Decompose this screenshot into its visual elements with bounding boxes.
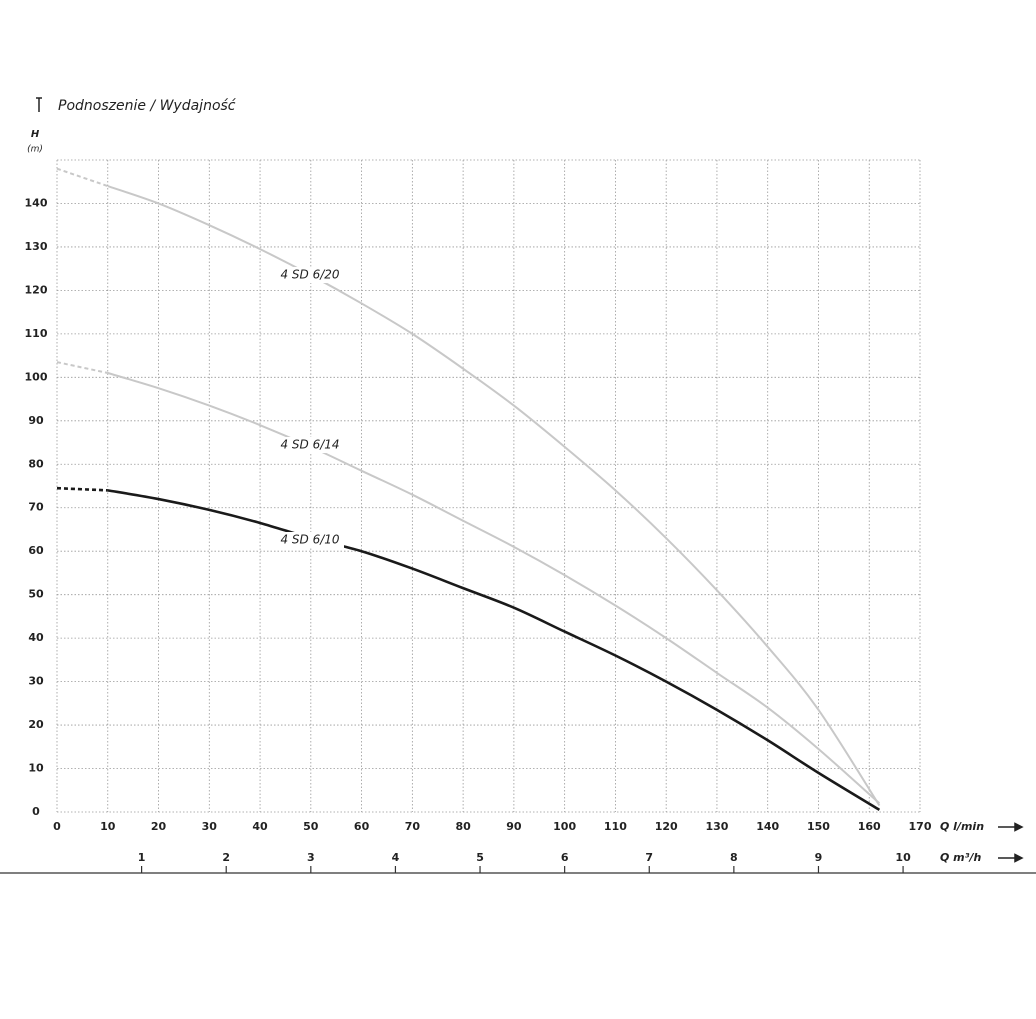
x2-tick-label: 7 (645, 851, 653, 864)
y-unit: (m) (27, 145, 43, 155)
y-tick-label: 50 (28, 588, 44, 601)
y-tick-label: 100 (25, 370, 48, 383)
x-tick-label: 10 (100, 820, 116, 833)
curve-dashed (56, 486, 108, 492)
y-label: H (31, 129, 40, 140)
y-tick-label: 10 (28, 762, 44, 775)
x-tick-label: 140 (756, 820, 779, 833)
chart-title: Podnoszenie / Wydajność (58, 98, 237, 114)
x-tick-label: 100 (553, 820, 576, 833)
x-tick-label: 150 (807, 820, 830, 833)
y-tick-label: 120 (25, 283, 48, 296)
x-tick-label: 160 (858, 820, 881, 833)
x-tick-label: 110 (604, 820, 627, 833)
x-tick-label: 50 (303, 820, 319, 833)
x2-tick-label: 4 (392, 851, 400, 864)
curve (107, 372, 881, 805)
x-tick-label: 30 (202, 820, 218, 833)
curve-label-bg (276, 437, 344, 453)
x-tick-label: 170 (909, 820, 932, 833)
x-tick-label: 70 (405, 820, 421, 833)
x2-tick-label: 8 (730, 851, 738, 864)
curve-label: 4 SD 6/20 (280, 268, 339, 282)
x2-tick-label: 1 (138, 851, 146, 864)
curve-label-bg (276, 532, 344, 548)
x2-tick-label: 10 (895, 851, 911, 864)
y-tick-label: 130 (25, 240, 48, 253)
x-tick-label: 120 (655, 820, 678, 833)
curve-label: 4 SD 6/14 (280, 438, 339, 452)
x-tick-label: 40 (252, 820, 268, 833)
y-tick-label: 30 (28, 675, 44, 688)
y-tick-label: 60 (28, 544, 44, 557)
curve-label-bg (276, 267, 344, 283)
x-label: Q l/min (940, 820, 984, 833)
title-icon (36, 97, 42, 112)
axis-arrows (998, 822, 1024, 863)
y-tick-label: 20 (28, 718, 44, 731)
x-tick-label: 20 (151, 820, 167, 833)
y-tick-label: 110 (25, 327, 48, 340)
x-tick-label: 0 (53, 820, 61, 833)
y-tick-label: 0 (32, 805, 40, 818)
x2-tick-label: 3 (307, 851, 315, 864)
x2-tick-label: 2 (222, 851, 230, 864)
x2-tick-label: 9 (815, 851, 823, 864)
y-tick-label: 80 (28, 457, 44, 470)
y-tick-label: 140 (25, 196, 48, 209)
y-tick-label: 90 (28, 414, 44, 427)
curve (107, 489, 881, 811)
curve (107, 185, 881, 807)
y-tick-label: 40 (28, 631, 44, 644)
curve-dashed (56, 361, 108, 374)
curve-label: 4 SD 6/10 (280, 533, 339, 547)
x-tick-label: 90 (506, 820, 522, 833)
curve-dashed (56, 167, 109, 188)
x-tick-label: 60 (354, 820, 370, 833)
x2-tick-label: 6 (561, 851, 569, 864)
y-tick-label: 70 (28, 501, 44, 514)
x2-tick-label: 5 (476, 851, 484, 864)
x-tick-label: 130 (705, 820, 728, 833)
x-tick-label: 80 (455, 820, 471, 833)
x2-label: Q m³/h (940, 851, 981, 864)
